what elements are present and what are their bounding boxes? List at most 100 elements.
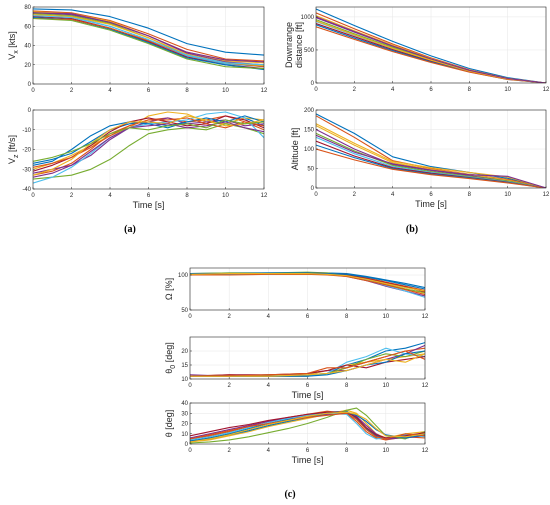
x-tick-label: 4 (267, 383, 271, 389)
x-tick-label: 8 (345, 448, 349, 454)
x-tick-label: 0 (314, 192, 318, 198)
series-line-vz-10 (33, 121, 264, 178)
y-tick-label: 200 (304, 108, 315, 114)
x-axis-label: Time [s] (415, 199, 447, 209)
series-line-theta-1 (190, 410, 425, 441)
x-tick-label: 12 (543, 87, 550, 93)
series-line-omega-8 (190, 273, 425, 296)
series-line-alt-10 (316, 134, 546, 188)
chart-vx: 0 2 4 6 8 10 12 0 20 40 60 80 Vx [kts] (7, 5, 268, 94)
x-tick-label: 10 (382, 383, 389, 389)
x-tick-label: 6 (147, 193, 151, 199)
series-line-vx-0 (33, 8, 264, 56)
x-tick-label: 12 (543, 192, 550, 198)
series-line-theta0-8 (190, 350, 425, 377)
y-tick-label: -40 (22, 187, 31, 193)
x-tick-label: 10 (222, 193, 229, 199)
x-tick-label: 10 (222, 88, 229, 94)
x-tick-label: 10 (504, 192, 511, 198)
x-axis-label: Time [s] (133, 200, 165, 210)
y-tick-label: 100 (304, 147, 315, 153)
y-tick-label: -20 (22, 148, 31, 154)
y-tick-label: 20 (24, 63, 31, 69)
x-tick-label: 0 (188, 314, 192, 320)
x-axis-label: Time [s] (292, 455, 324, 465)
y-tick-label: 20 (181, 349, 188, 355)
x-tick-label: 2 (227, 383, 231, 389)
y-tick-label: 30 (181, 411, 188, 417)
y-axis-label: Altitude [ft] (290, 128, 300, 171)
series-line-alt-2 (316, 125, 546, 188)
y-tick-label: 0 (311, 81, 315, 87)
chart-theta: 0 2 4 6 8 10 12 0 10 20 30 40 Time [s] θ [deg] (164, 401, 429, 465)
x-tick-label: 2 (70, 88, 74, 94)
y-tick-label: 1000 (301, 15, 315, 21)
x-tick-label: 2 (353, 192, 357, 198)
y-tick-label: 20 (181, 422, 188, 428)
x-tick-label: 4 (108, 193, 112, 199)
series-line-vz-11 (33, 119, 264, 162)
series-line-theta-8 (190, 412, 425, 440)
y-tick-label: 15 (181, 363, 188, 369)
caption-c: (c) (284, 489, 295, 500)
chart-alt: 0 2 4 6 8 10 12 0 50 100 150 200 Time [s] Altitude [f… (290, 108, 550, 209)
y-axis-label: θ0 [deg] (164, 342, 177, 373)
y-tick-label: 0 (185, 442, 189, 448)
x-tick-label: 8 (185, 88, 189, 94)
series-line-alt-8 (316, 148, 546, 188)
series-line-theta-6 (190, 411, 425, 439)
y-tick-label: 0 (28, 82, 32, 88)
x-tick-label: 2 (227, 314, 231, 320)
series-line-dd-10 (316, 16, 546, 83)
series-line-vz-9 (33, 115, 264, 176)
x-tick-label: 2 (353, 87, 357, 93)
chart-dd: 0 2 4 6 8 10 12 0 500 1000 Downrange distance [ft] (284, 6, 550, 93)
x-tick-label: 6 (429, 87, 433, 93)
y-axis-label: Vz [ft/s] (7, 135, 20, 164)
y-tick-label: -10 (22, 128, 31, 134)
y-tick-label: -30 (22, 167, 31, 173)
x-tick-label: 4 (267, 314, 271, 320)
y-tick-label: 10 (181, 377, 188, 383)
series-line-alt-0 (316, 113, 546, 188)
x-tick-label: 10 (382, 314, 389, 320)
y-tick-label: 150 (304, 128, 315, 134)
x-tick-label: 6 (306, 448, 310, 454)
x-tick-label: 0 (314, 87, 318, 93)
x-tick-label: 0 (31, 88, 35, 94)
series-line-vz-8 (33, 117, 264, 168)
x-tick-label: 10 (504, 87, 511, 93)
y-axis-label-line2: distance [ft] (294, 22, 304, 68)
series-line-alt-4 (316, 132, 546, 188)
y-tick-label: 50 (181, 308, 188, 314)
x-tick-label: 8 (468, 87, 472, 93)
x-axis-label: Time [s] (292, 390, 324, 400)
x-tick-label: 4 (391, 192, 395, 198)
y-tick-label: 40 (24, 44, 31, 50)
series-line-omega-9 (190, 273, 425, 292)
series-line-vz-4 (33, 123, 264, 180)
y-tick-label: 500 (304, 48, 315, 54)
x-tick-label: 10 (382, 448, 389, 454)
series-line-vx-11 (33, 17, 264, 70)
x-tick-label: 2 (70, 193, 74, 199)
x-tick-label: 4 (391, 87, 395, 93)
y-tick-label: 0 (311, 186, 315, 192)
chart-omega: 0 2 4 6 8 10 12 50 100 Ω [%] (164, 267, 429, 320)
x-tick-label: 0 (188, 448, 192, 454)
series-line-vx-12 (33, 15, 264, 66)
series-line-theta-9 (190, 411, 425, 443)
x-tick-label: 8 (185, 193, 189, 199)
y-tick-label: 100 (178, 273, 189, 279)
x-tick-label: 0 (188, 383, 192, 389)
x-tick-label: 8 (345, 314, 349, 320)
series-line-vx-10 (33, 12, 264, 63)
chart-theta0: 0 2 4 6 8 10 12 10 15 20 Time [s] θ0 [deg] (164, 336, 429, 400)
x-tick-label: 4 (108, 88, 112, 94)
y-axis-label: θ [deg] (164, 410, 174, 438)
series-line-alt-9 (316, 123, 546, 188)
y-tick-label: 80 (24, 5, 31, 11)
x-tick-label: 12 (422, 383, 429, 389)
